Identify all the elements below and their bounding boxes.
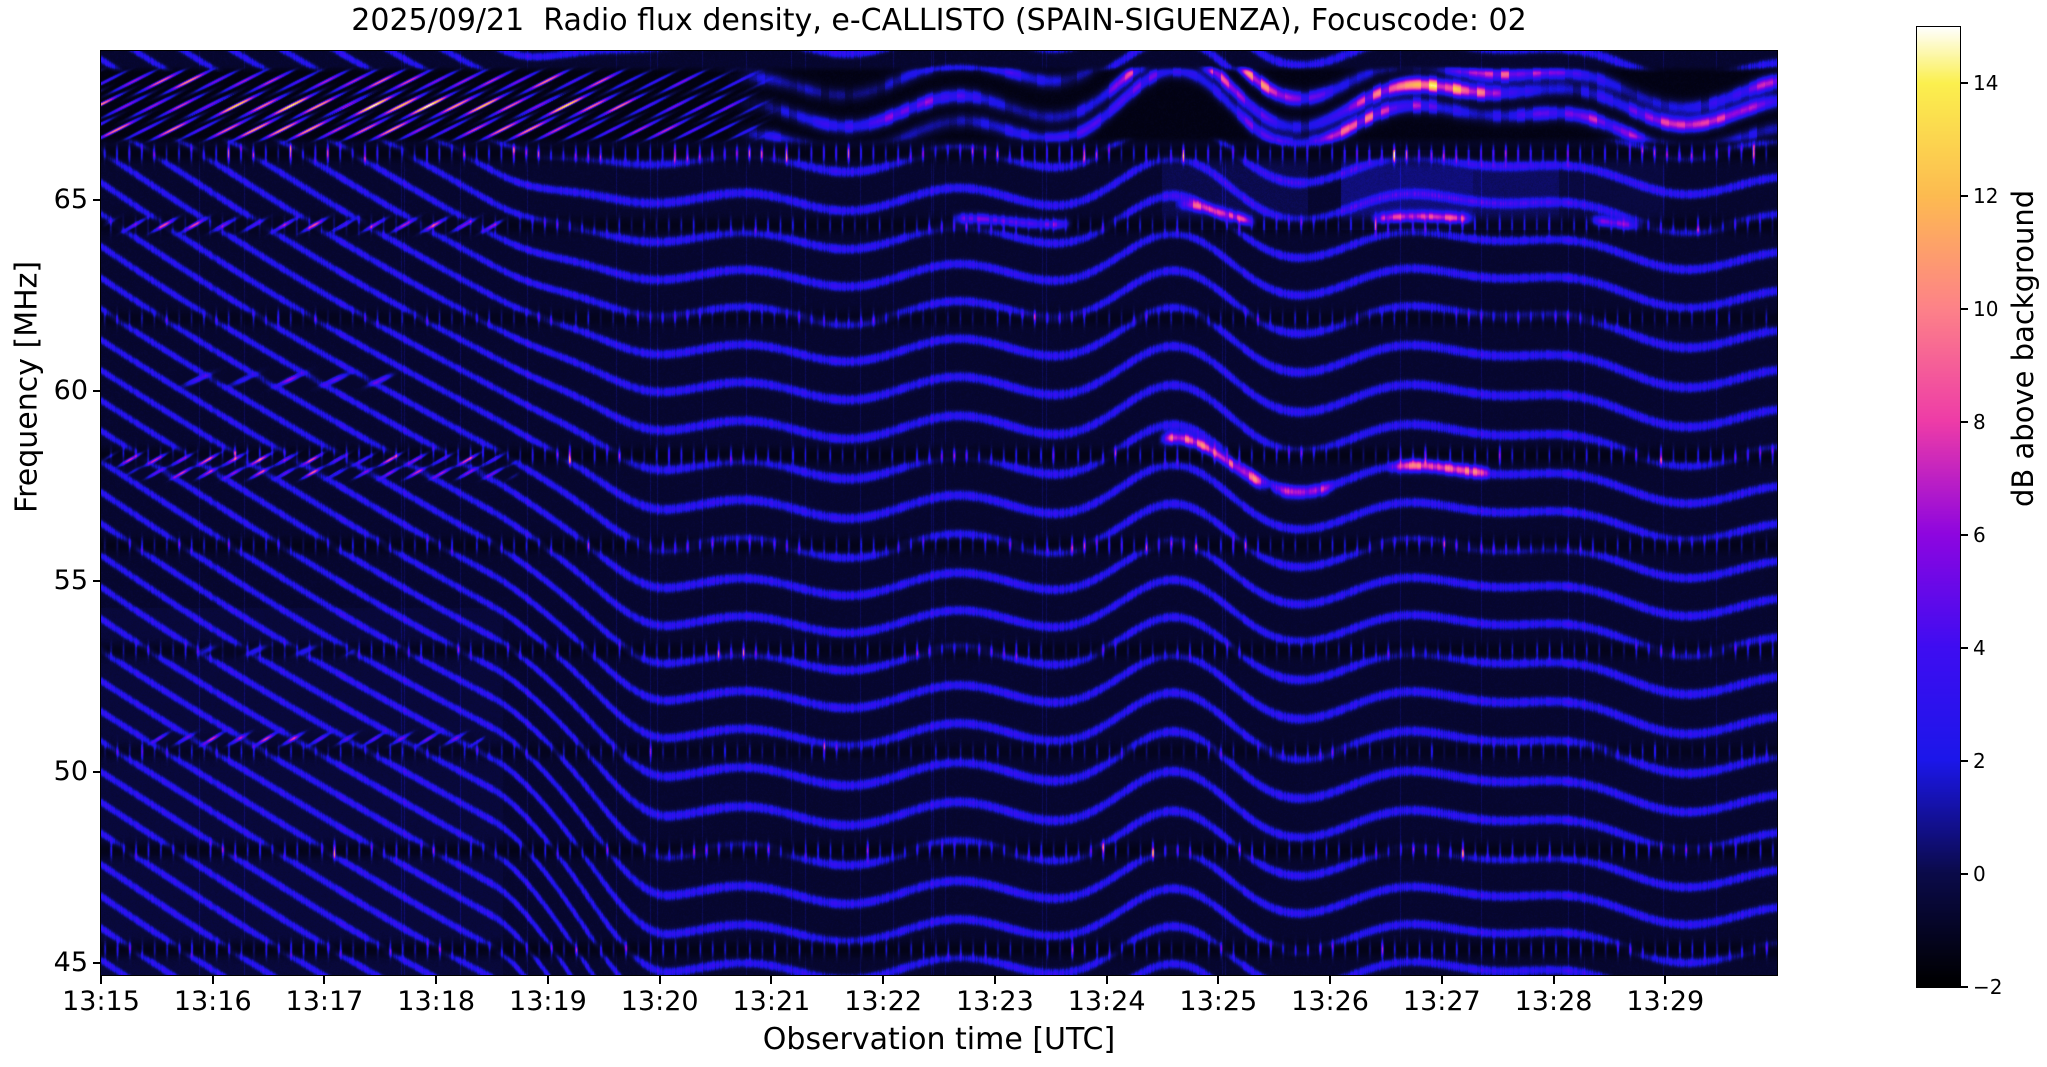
y-tick-mark <box>93 580 101 583</box>
colorbar-tick-label: 6 <box>1973 523 1986 548</box>
x-axis-label: Observation time [UTC] <box>762 1022 1116 1057</box>
x-tick-mark <box>1217 976 1220 984</box>
y-tick-label: 65 <box>53 183 88 215</box>
colorbar-tick-label: 8 <box>1973 410 1986 435</box>
colorbar-gradient <box>1917 27 1960 987</box>
chart-title: 2025/09/21 Radio flux density, e-CALLIST… <box>351 3 1527 38</box>
x-tick-label: 13:21 <box>732 986 811 1017</box>
x-tick-mark <box>546 976 549 984</box>
x-tick-label: 13:19 <box>509 986 587 1017</box>
x-tick-label: 13:15 <box>62 986 140 1017</box>
colorbar-tick-label: 2 <box>1973 749 1986 774</box>
x-tick-mark <box>1105 976 1108 984</box>
x-tick-label: 13:22 <box>844 986 923 1017</box>
x-tick-mark <box>1440 976 1443 984</box>
y-tick-mark <box>93 771 101 774</box>
colorbar <box>1916 26 1961 988</box>
plot-area <box>100 50 1778 976</box>
colorbar-tick-mark <box>1961 760 1968 763</box>
x-tick-mark <box>1552 976 1555 984</box>
y-tick-mark <box>93 389 101 392</box>
colorbar-tick-mark <box>1961 986 1968 988</box>
colorbar-tick-mark <box>1961 421 1968 424</box>
colorbar-tick-mark <box>1961 534 1968 537</box>
x-tick-label: 13:18 <box>397 986 476 1017</box>
colorbar-tick-label: 12 <box>1973 184 1999 209</box>
colorbar-tick-mark <box>1961 308 1968 311</box>
x-tick-label: 13:16 <box>173 986 252 1017</box>
x-tick-mark <box>1664 976 1667 984</box>
colorbar-tick-label: −2 <box>1973 975 2003 999</box>
colorbar-tick-mark <box>1961 873 1968 876</box>
x-tick-mark <box>211 976 214 984</box>
colorbar-tick-label: 14 <box>1973 71 1999 96</box>
colorbar-tick-mark <box>1961 647 1968 650</box>
colorbar-tick-label: 4 <box>1973 636 1986 661</box>
x-tick-label: 13:20 <box>620 986 699 1017</box>
x-tick-mark <box>882 976 885 984</box>
x-tick-mark <box>770 976 773 984</box>
x-tick-mark <box>100 976 102 984</box>
colorbar-tick-label: 0 <box>1973 862 1986 887</box>
x-tick-label: 13:23 <box>955 986 1034 1017</box>
x-tick-mark <box>1329 976 1332 984</box>
y-tick-mark <box>93 198 101 201</box>
x-tick-label: 13:26 <box>1291 986 1369 1017</box>
x-tick-label: 13:27 <box>1402 986 1481 1017</box>
x-tick-mark <box>323 976 326 984</box>
colorbar-tick-mark <box>1961 195 1968 198</box>
colorbar-tick-mark <box>1961 82 1968 85</box>
x-tick-label: 13:25 <box>1179 986 1258 1017</box>
spectrogram-heatmap <box>101 51 1777 975</box>
x-tick-mark <box>435 976 438 984</box>
x-tick-label: 13:28 <box>1514 986 1593 1017</box>
y-tick-label: 60 <box>53 374 88 406</box>
x-tick-label: 13:29 <box>1626 986 1705 1017</box>
y-tick-label: 50 <box>53 756 88 788</box>
y-tick-label: 45 <box>53 946 88 978</box>
x-tick-mark <box>993 976 996 984</box>
colorbar-tick-label: 10 <box>1973 297 1999 322</box>
y-tick-mark <box>93 961 101 964</box>
x-tick-mark <box>658 976 661 984</box>
y-tick-label: 55 <box>53 565 88 597</box>
x-tick-label: 13:24 <box>1067 986 1146 1017</box>
x-tick-label: 13:17 <box>285 986 364 1017</box>
